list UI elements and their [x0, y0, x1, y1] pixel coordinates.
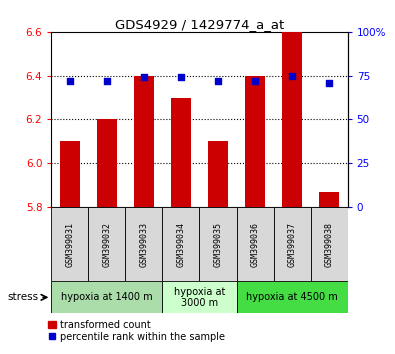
Bar — [208, 141, 228, 207]
Text: stress: stress — [8, 292, 39, 302]
Point — [178, 75, 184, 80]
Bar — [97, 119, 117, 207]
Point — [252, 78, 258, 84]
Text: GSM399033: GSM399033 — [139, 222, 149, 267]
Text: GSM399037: GSM399037 — [288, 222, 297, 267]
Bar — [88, 207, 126, 281]
Bar — [245, 76, 265, 207]
Point — [104, 78, 110, 84]
Text: hypoxia at 1400 m: hypoxia at 1400 m — [61, 292, 153, 302]
Bar — [51, 281, 162, 313]
Text: hypoxia at 4500 m: hypoxia at 4500 m — [246, 292, 338, 302]
Bar — [310, 207, 348, 281]
Text: GSM399035: GSM399035 — [213, 222, 222, 267]
Bar — [319, 192, 339, 207]
Text: GSM399038: GSM399038 — [325, 222, 334, 267]
Bar — [282, 32, 302, 207]
Bar — [237, 207, 274, 281]
Text: GSM399036: GSM399036 — [250, 222, 260, 267]
Point — [141, 75, 147, 80]
Legend: transformed count, percentile rank within the sample: transformed count, percentile rank withi… — [44, 316, 229, 346]
Text: GSM399031: GSM399031 — [65, 222, 74, 267]
Bar — [199, 207, 237, 281]
Bar — [162, 207, 199, 281]
Point — [67, 78, 73, 84]
Bar — [126, 207, 162, 281]
Title: GDS4929 / 1429774_a_at: GDS4929 / 1429774_a_at — [115, 18, 284, 31]
Text: hypoxia at
3000 m: hypoxia at 3000 m — [174, 286, 225, 308]
Point — [215, 78, 221, 84]
Point — [289, 73, 295, 79]
Bar — [51, 207, 88, 281]
Bar — [60, 141, 80, 207]
Text: GSM399034: GSM399034 — [177, 222, 186, 267]
Text: GSM399032: GSM399032 — [102, 222, 111, 267]
Bar — [134, 76, 154, 207]
Bar — [274, 207, 310, 281]
Bar — [237, 281, 348, 313]
Bar — [171, 98, 191, 207]
Point — [326, 80, 332, 86]
Bar — [162, 281, 237, 313]
